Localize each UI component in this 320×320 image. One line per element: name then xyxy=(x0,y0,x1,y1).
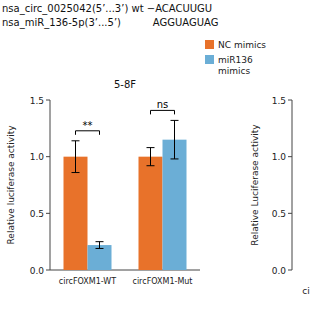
y-tick-label: 1.0 xyxy=(30,152,45,162)
error-bar xyxy=(72,141,80,173)
y-tick-label: 0.0 xyxy=(30,266,45,276)
error-bar xyxy=(147,148,155,166)
legend-swatch xyxy=(205,40,214,49)
bar xyxy=(139,157,163,270)
error-bar xyxy=(171,120,179,159)
y-tick-label: 1.5 xyxy=(272,96,286,106)
legend-label: NC mimics xyxy=(218,40,266,50)
title: nsa_circ_0025042(5’...3’) wt −ACACUUGUns… xyxy=(2,3,218,29)
significance-bracket xyxy=(151,110,175,114)
y-axis-line xyxy=(50,100,51,270)
y-tick-label: 0.0 xyxy=(272,266,287,276)
x-axis-label: ci xyxy=(302,286,309,296)
significance-bracket xyxy=(76,131,100,135)
y-tick xyxy=(288,213,292,214)
y-tick xyxy=(288,156,292,157)
y-tick xyxy=(288,100,292,101)
y-axis-label: Relative luciferase activity xyxy=(6,125,16,245)
y-tick xyxy=(46,213,50,214)
legend: NC mimics miR136mimics xyxy=(205,40,266,76)
y-axis: 0.0 0.5 1.0 1.5 xyxy=(30,96,50,276)
chart: nsa_circ_0025042(5’...3’) wt −ACACUUGUns… xyxy=(0,0,320,320)
y-tick-label: 0.5 xyxy=(30,209,44,219)
y-axis-label: Relative Luciferase activity xyxy=(250,124,260,246)
plot-area xyxy=(64,120,187,270)
significance-label: ** xyxy=(83,120,93,131)
significance-label: ns xyxy=(157,99,169,110)
legend-label: miR136mimics xyxy=(218,55,253,76)
y-tick xyxy=(46,156,50,157)
y-tick xyxy=(288,270,292,271)
bar xyxy=(64,157,88,270)
error-bar xyxy=(96,242,104,249)
y-tick xyxy=(46,270,50,271)
background xyxy=(0,0,320,320)
legend-swatch xyxy=(205,55,214,64)
bar xyxy=(88,245,112,270)
x-tick-label: circFOXM1-WT xyxy=(59,277,116,286)
x-tick-label: circFOXM1-Mut xyxy=(133,277,193,286)
bar xyxy=(163,140,187,270)
y-tick-label: 0.5 xyxy=(272,209,286,219)
y-axis: 0.0 0.5 1.0 1.5 xyxy=(272,96,292,276)
y-tick-label: 1.0 xyxy=(272,152,287,162)
y-tick xyxy=(46,100,50,101)
y-tick-label: 1.5 xyxy=(30,96,44,106)
subtitle: 5-8F xyxy=(114,79,136,90)
y-axis-line xyxy=(292,100,293,270)
